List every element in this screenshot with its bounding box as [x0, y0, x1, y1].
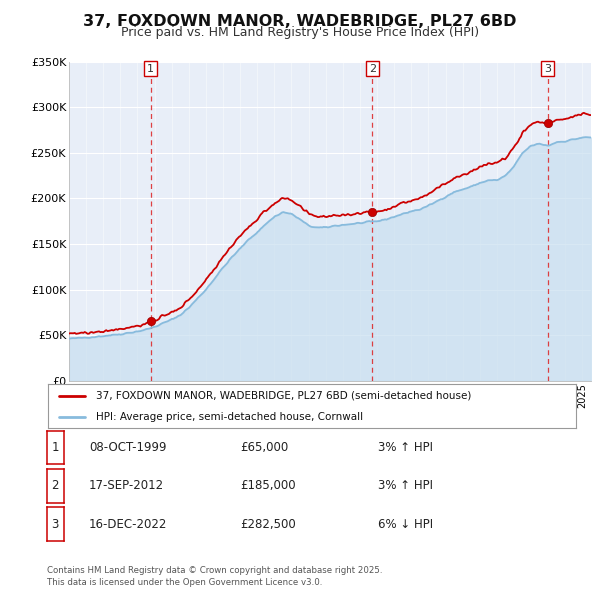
Text: 1: 1	[147, 64, 154, 74]
Text: 3% ↑ HPI: 3% ↑ HPI	[378, 441, 433, 454]
Text: 08-OCT-1999: 08-OCT-1999	[89, 441, 166, 454]
Text: HPI: Average price, semi-detached house, Cornwall: HPI: Average price, semi-detached house,…	[95, 412, 362, 422]
Text: £65,000: £65,000	[240, 441, 288, 454]
Text: Contains HM Land Registry data © Crown copyright and database right 2025.
This d: Contains HM Land Registry data © Crown c…	[47, 566, 382, 587]
Text: 17-SEP-2012: 17-SEP-2012	[89, 479, 164, 493]
Text: £282,500: £282,500	[240, 517, 296, 531]
Text: Price paid vs. HM Land Registry's House Price Index (HPI): Price paid vs. HM Land Registry's House …	[121, 26, 479, 39]
Text: 37, FOXDOWN MANOR, WADEBRIDGE, PL27 6BD (semi-detached house): 37, FOXDOWN MANOR, WADEBRIDGE, PL27 6BD …	[95, 391, 471, 401]
Text: 2: 2	[52, 479, 59, 493]
Text: 6% ↓ HPI: 6% ↓ HPI	[378, 517, 433, 531]
Text: 3: 3	[544, 64, 551, 74]
Text: 1: 1	[52, 441, 59, 454]
Text: 3: 3	[52, 517, 59, 531]
Text: 16-DEC-2022: 16-DEC-2022	[89, 517, 167, 531]
Text: 37, FOXDOWN MANOR, WADEBRIDGE, PL27 6BD: 37, FOXDOWN MANOR, WADEBRIDGE, PL27 6BD	[83, 14, 517, 28]
Text: 3% ↑ HPI: 3% ↑ HPI	[378, 479, 433, 493]
Text: 2: 2	[369, 64, 376, 74]
Text: £185,000: £185,000	[240, 479, 296, 493]
